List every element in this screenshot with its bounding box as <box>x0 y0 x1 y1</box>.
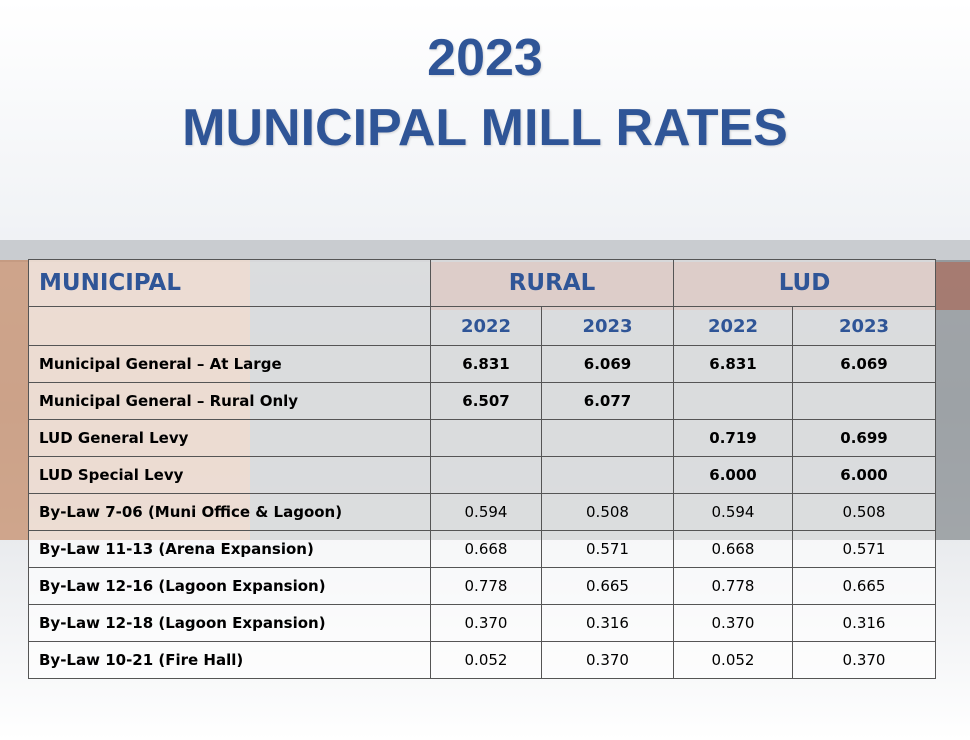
rate-cell: 0.719 <box>673 419 793 457</box>
rate-cell: 0.594 <box>430 493 542 531</box>
rate-cell: 0.052 <box>430 641 542 679</box>
year-header: 2023 <box>541 306 674 346</box>
data-row: By-Law 12-18 (Lagoon Expansion) 0.370 0.31… <box>28 604 937 642</box>
rate-cell: 0.665 <box>791 567 937 605</box>
year-header: 2022 <box>430 306 542 346</box>
rate-cell: 0.316 <box>791 604 937 642</box>
empty-cell <box>673 382 793 420</box>
rate-cell: 6.000 <box>673 456 793 494</box>
title: MUNICIPAL MILL RATES <box>182 99 788 157</box>
row-label: By-Law 7-06 (Muni Office & Lagoon) <box>28 493 431 531</box>
data-row: By-Law 10-21 (Fire Hall) 0.052 0.370 0.052 0… <box>28 641 937 679</box>
empty-cell <box>430 419 542 457</box>
year-header: 2023 <box>791 306 937 346</box>
rate-cell: 0.052 <box>673 641 793 679</box>
row-label: LUD Special Levy <box>28 456 431 494</box>
row-label: LUD General Levy <box>28 419 431 457</box>
group-header: MUNICIPAL <box>28 259 431 307</box>
rate-cell: 0.699 <box>791 419 937 457</box>
rate-cell: 0.778 <box>430 567 542 605</box>
row-label: By-Law 12-16 (Lagoon Expansion) <box>28 567 431 605</box>
empty-cell <box>541 419 674 457</box>
year-header: 2022 <box>673 306 793 346</box>
table-body: MUNICIPAL RURAL LUD 2022 2023 2022 2023 … <box>28 259 937 679</box>
rate-cell: 6.831 <box>673 345 793 383</box>
data-row: Municipal General – At Large 6.831 6.069 6.… <box>28 345 937 383</box>
rate-cell: 6.831 <box>430 345 542 383</box>
rate-cell: 6.069 <box>791 345 937 383</box>
rate-cell: 0.508 <box>541 493 674 531</box>
empty-cell <box>791 382 937 420</box>
rate-cell: 0.594 <box>673 493 793 531</box>
group-header: LUD <box>672 259 937 307</box>
row-label: By-Law 12-18 (Lagoon Expansion) <box>28 604 431 642</box>
year-row: 2022 2023 2022 2023 <box>28 306 937 346</box>
rate-cell: 0.668 <box>430 530 542 568</box>
row-label: By-Law 11-13 (Arena Expansion) <box>28 530 431 568</box>
group-row: MUNICIPAL RURAL LUD <box>28 259 937 307</box>
data-row: LUD Special Levy 6.000 6.000 <box>28 456 937 494</box>
data-row: By-Law 7-06 (Muni Office & Lagoon) 0.594 0… <box>28 493 937 531</box>
empty-cell <box>430 456 542 494</box>
data-row: Municipal General – Rural Only 6.507 6.077 <box>28 382 937 420</box>
rate-cell: 0.370 <box>673 604 793 642</box>
blank-cell <box>28 306 431 346</box>
rate-cell: 0.508 <box>791 493 937 531</box>
rate-cell: 0.370 <box>541 641 674 679</box>
rate-cell: 0.370 <box>791 641 937 679</box>
row-label: Municipal General – Rural Only <box>28 382 431 420</box>
roof <box>0 240 970 262</box>
row-label: Municipal General – At Large <box>28 345 431 383</box>
rate-cell: 6.077 <box>541 382 674 420</box>
rate-cell: 0.665 <box>541 567 674 605</box>
rate-cell: 6.069 <box>541 345 674 383</box>
year: 2023 <box>427 29 543 87</box>
empty-cell <box>541 456 674 494</box>
rate-cell: 6.507 <box>430 382 542 420</box>
rate-cell: 6.000 <box>791 456 937 494</box>
rate-cell: 0.668 <box>673 530 793 568</box>
rates-table: MUNICIPAL RURAL LUD 2022 2023 2022 2023 … <box>28 259 937 679</box>
row-label: By-Law 10-21 (Fire Hall) <box>28 641 431 679</box>
rate-cell: 0.778 <box>673 567 793 605</box>
rate-cell: 0.316 <box>541 604 674 642</box>
rate-cell: 0.370 <box>430 604 542 642</box>
rate-cell: 0.571 <box>791 530 937 568</box>
group-header: RURAL <box>430 259 674 307</box>
data-row: By-Law 11-13 (Arena Expansion) 0.668 0.571… <box>28 530 937 568</box>
data-row: By-Law 12-16 (Lagoon Expansion) 0.778 0.66… <box>28 567 937 605</box>
data-row: LUD General Levy 0.719 0.699 <box>28 419 937 457</box>
rate-cell: 0.571 <box>541 530 674 568</box>
